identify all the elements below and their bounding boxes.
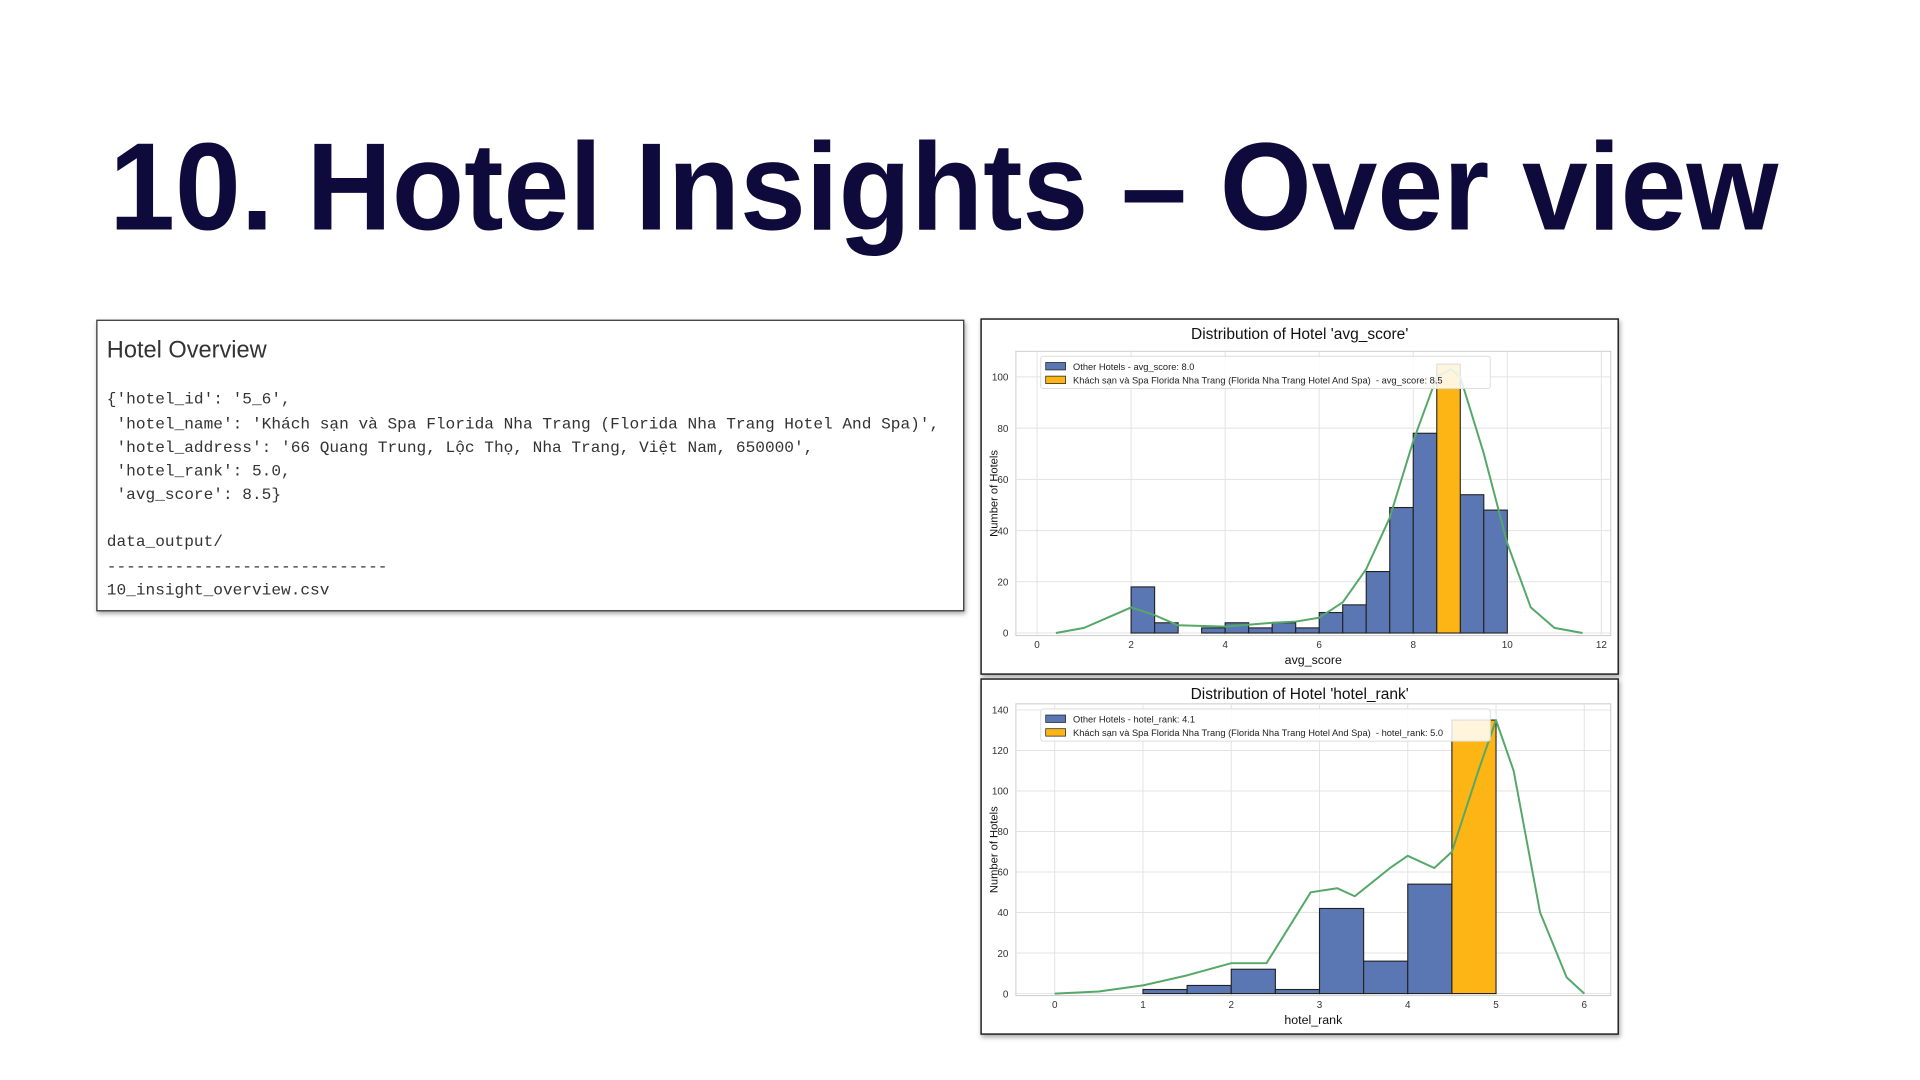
x-tick-label: 8	[1410, 640, 1416, 651]
y-tick-label: 0	[1003, 629, 1009, 640]
y-tick-label: 60	[997, 868, 1009, 879]
y-tick-label: 60	[997, 475, 1009, 486]
y-tick-label: 100	[992, 373, 1009, 384]
y-tick-label: 20	[997, 578, 1009, 589]
bar	[1459, 494, 1485, 634]
x-tick-label: 12	[1596, 640, 1608, 651]
overview-box	[96, 319, 965, 612]
code-line: 'hotel_rank': 5.0,	[107, 462, 291, 480]
bar	[1130, 586, 1156, 634]
bar	[1230, 968, 1276, 995]
bar	[1142, 988, 1188, 995]
bar	[1248, 627, 1273, 634]
bar	[1342, 604, 1367, 634]
legend-label: Khách sạn và Spa Florida Nha Trang (Flor…	[1073, 728, 1443, 738]
y-tick-label: 100	[992, 787, 1009, 798]
bar	[1318, 907, 1365, 995]
legend-label: Other Hotels - avg_score: 8.0	[1073, 362, 1194, 372]
bar	[1274, 988, 1321, 995]
y-tick-label: 80	[997, 827, 1009, 838]
x-tick-label: 6	[1582, 1000, 1588, 1011]
bar	[1451, 719, 1497, 995]
x-tick-label: 1	[1140, 1000, 1146, 1011]
code-line: data_output/	[107, 533, 223, 551]
bar	[1365, 571, 1391, 634]
bar	[1436, 363, 1461, 634]
x-axis-label: hotel_rank	[1284, 1013, 1343, 1027]
code-line: 'avg_score': 8.5}	[107, 486, 281, 504]
code-line: -----------------------------	[107, 558, 388, 576]
legend-box	[1040, 708, 1491, 742]
y-tick-label: 40	[997, 908, 1009, 919]
x-tick-label: 5	[1493, 1000, 1499, 1011]
x-tick-label: 6	[1316, 640, 1322, 651]
bar	[1295, 627, 1320, 634]
x-tick-label: 0	[1034, 640, 1040, 651]
bar	[1483, 509, 1508, 634]
y-tick-label: 140	[992, 706, 1009, 717]
kde-line	[1055, 368, 1583, 634]
x-tick-label: 0	[1052, 1000, 1058, 1011]
bar	[1201, 627, 1226, 634]
slide-title: 10. Hotel Insights – Over view	[109, 119, 1779, 257]
bar	[1271, 622, 1297, 634]
bar	[1407, 883, 1453, 995]
chart-title: Distribution of Hotel 'avg_score'	[1191, 326, 1408, 343]
kde-line	[1054, 719, 1585, 995]
x-tick-label: 2	[1228, 1000, 1234, 1011]
x-tick-label: 4	[1405, 1000, 1411, 1011]
bar	[1154, 622, 1179, 634]
code-line: {'hotel_id': '5_6',	[107, 390, 291, 408]
bar	[1389, 506, 1414, 634]
legend-box	[1040, 355, 1491, 390]
legend-swatch	[1045, 375, 1066, 384]
legend-swatch	[1045, 714, 1066, 723]
legend-label: Khách sạn và Spa Florida Nha Trang (Flor…	[1073, 376, 1443, 386]
x-tick-label: 2	[1128, 640, 1134, 651]
y-tick-label: 20	[997, 949, 1009, 960]
legend-label: Other Hotels - hotel_rank: 4.1	[1073, 714, 1195, 724]
y-tick-label: 80	[997, 424, 1009, 435]
y-tick-label: 0	[1003, 989, 1009, 1000]
y-tick-label: 120	[992, 746, 1009, 757]
y-axis-label: Number of Hotels	[988, 450, 1000, 537]
y-tick-label: 40	[997, 526, 1009, 537]
code-line: 10_insight_overview.csv	[107, 582, 330, 600]
code-line: 'hotel_name': 'Khách sạn và Spa Florida …	[107, 415, 939, 433]
x-tick-label: 4	[1222, 640, 1228, 651]
legend-swatch	[1045, 362, 1066, 371]
x-tick-label: 3	[1317, 1000, 1323, 1011]
legend-swatch	[1045, 728, 1066, 737]
x-tick-label: 10	[1502, 640, 1514, 651]
bar	[1186, 984, 1232, 995]
overview-title: Hotel Overview	[107, 337, 268, 363]
y-axis-label: Number of Hotels	[988, 806, 1000, 893]
x-axis-label: avg_score	[1285, 653, 1342, 667]
bar	[1363, 960, 1409, 995]
code-line: 'hotel_address': '66 Quang Trung, Lộc Th…	[107, 439, 814, 457]
plot-area	[1015, 703, 1612, 997]
chart-title: Distribution of Hotel 'hotel_rank'	[1191, 686, 1409, 703]
plot-area	[1015, 350, 1612, 637]
bar	[1412, 432, 1438, 634]
